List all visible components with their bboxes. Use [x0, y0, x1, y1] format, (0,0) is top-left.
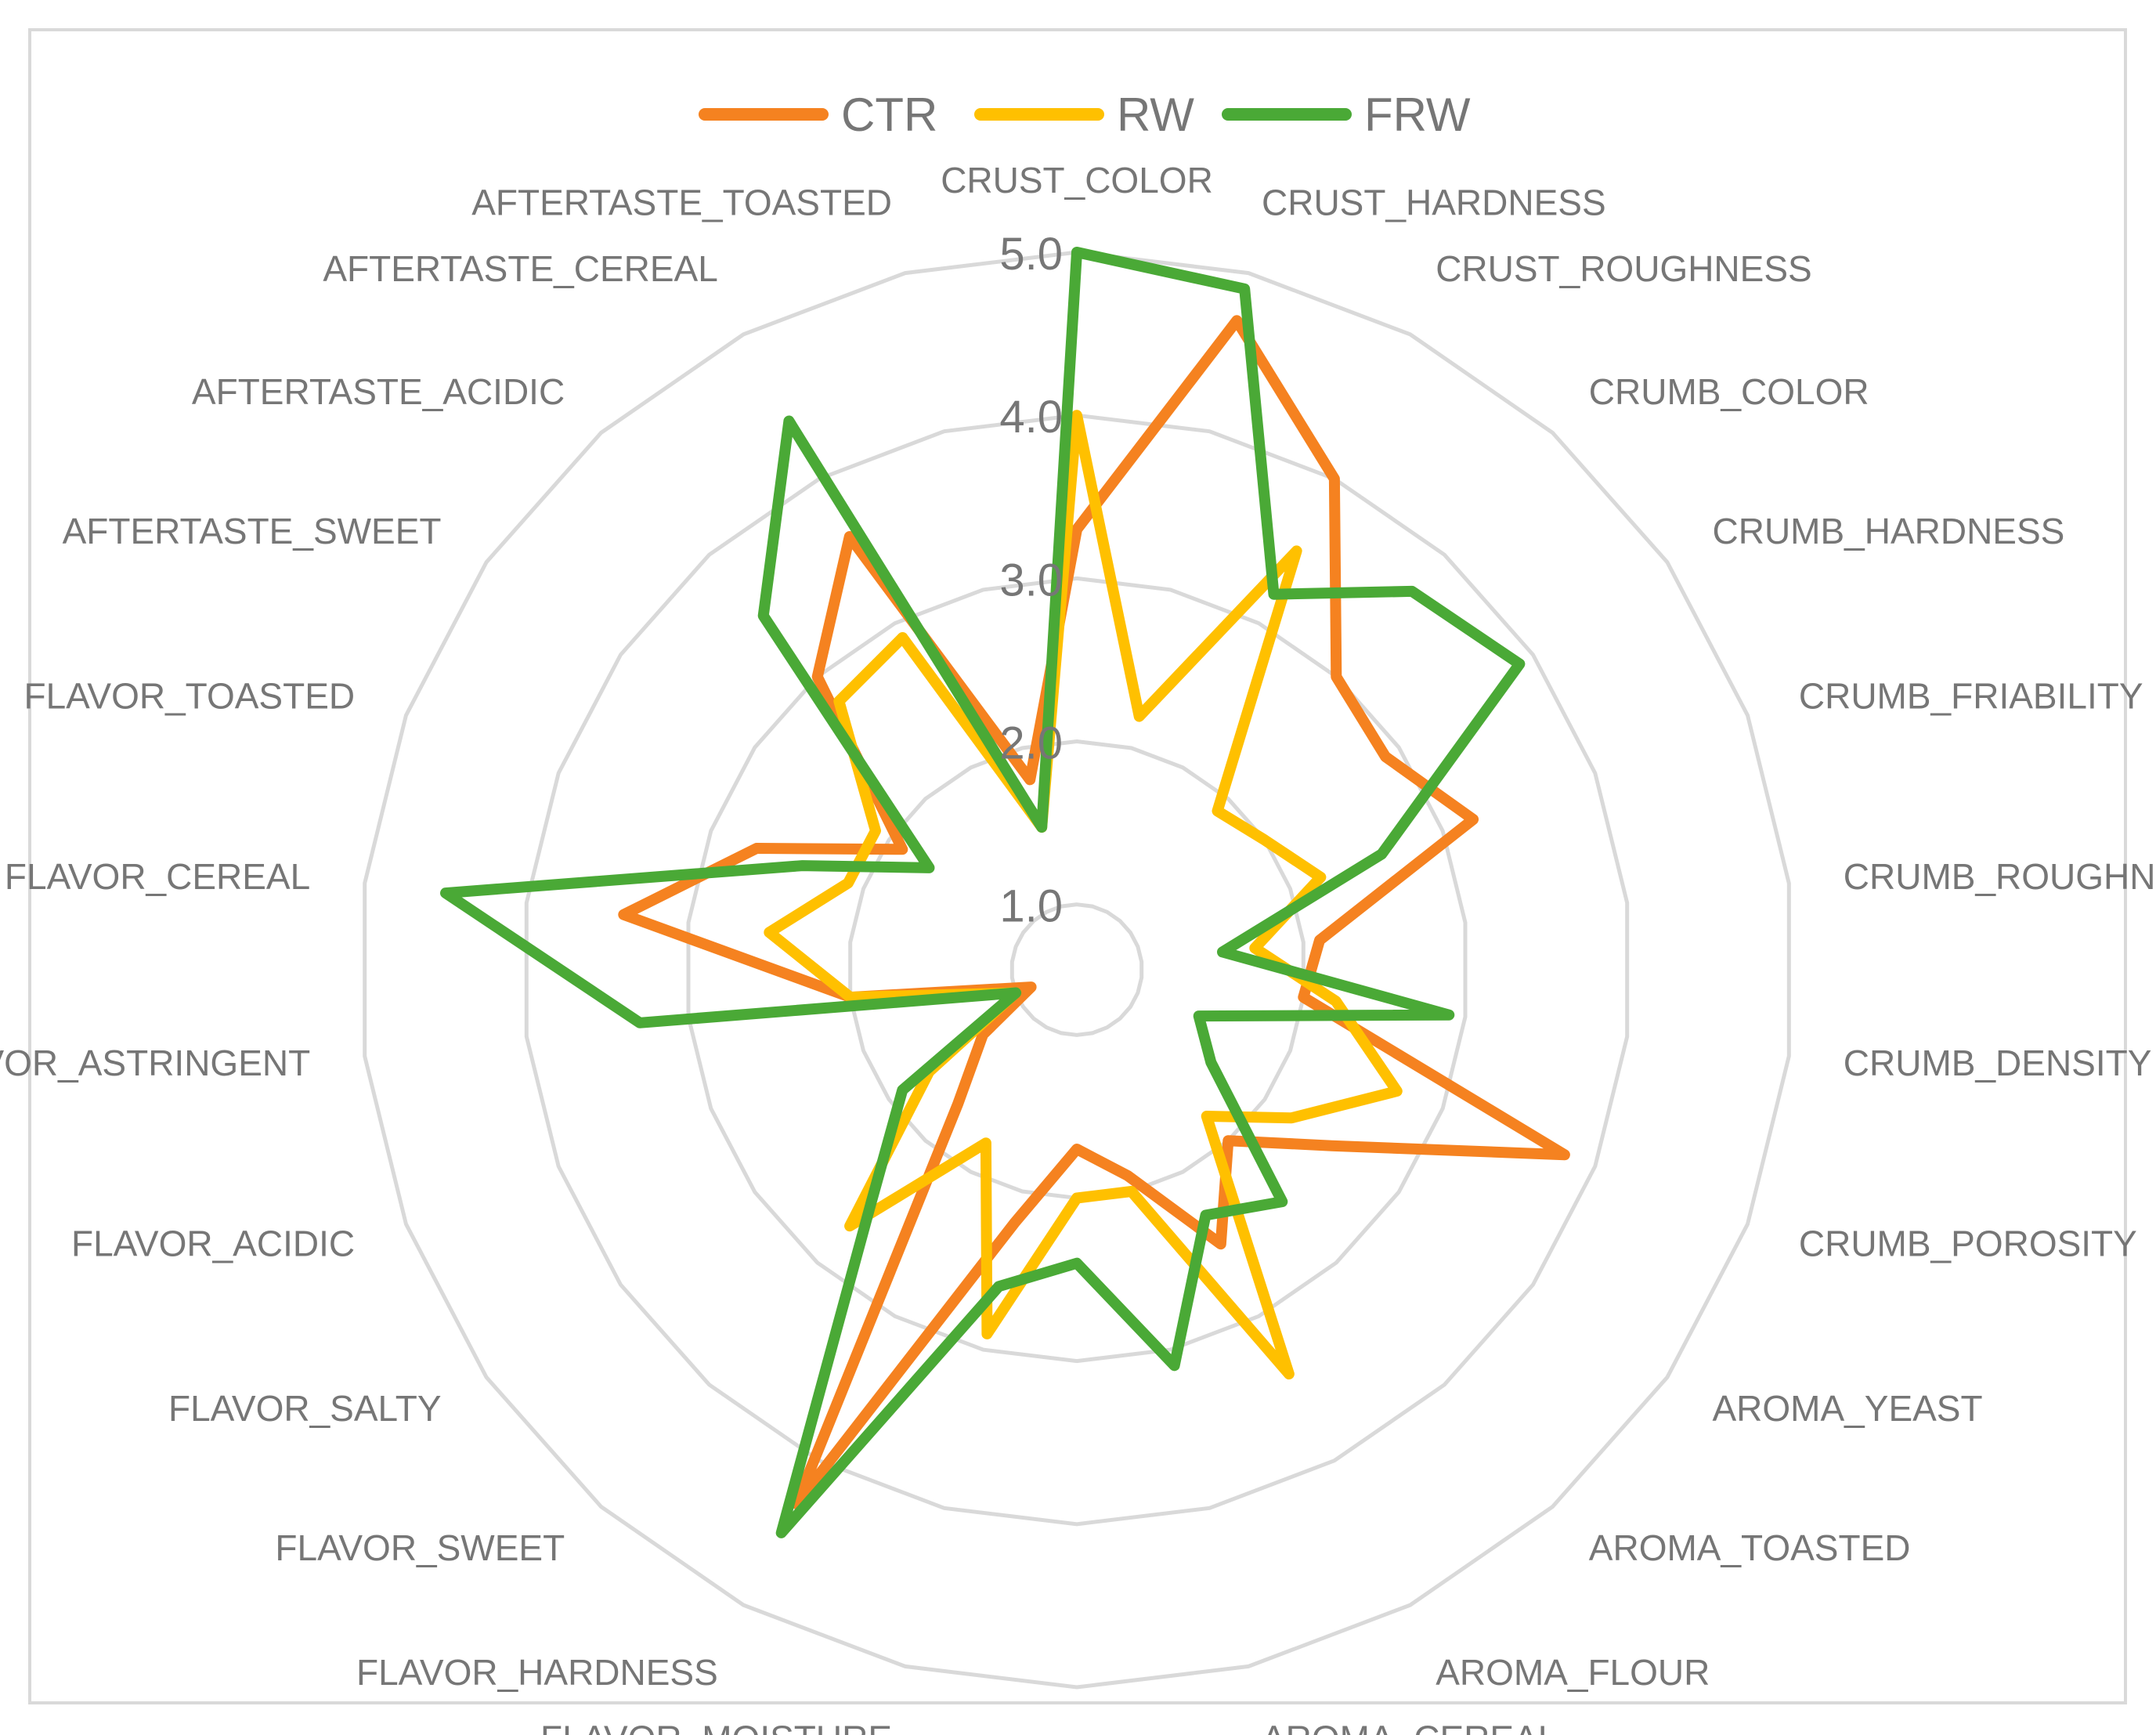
tick-label-2: 2.0 [999, 718, 1063, 769]
category-label-aroma-toasted: AROMA_TOASTED [1589, 1527, 1911, 1568]
tick-label-3: 3.0 [999, 555, 1063, 605]
grid-ring-2 [848, 739, 1306, 1201]
category-label-flavor-toasted: FLAVOR_TOASTED [23, 675, 355, 716]
category-label-crust-color: CRUST_COLOR [941, 160, 1213, 201]
legend-label-ctr: CTR [841, 89, 937, 141]
series-group [440, 247, 1570, 1538]
category-label-flavor-hardness: FLAVOR_HARDNESS [356, 1652, 718, 1693]
category-label-flavor-moisture: FLAVOR_MOISTURE [540, 1718, 892, 1735]
legend: CTR RW FRW [699, 89, 1471, 141]
category-label-aroma-yeast: AROMA_YEAST [1713, 1388, 1983, 1429]
category-label-flavor-cereal: FLAVOR_CEREAL [5, 856, 310, 897]
grid-ring-1 [1009, 902, 1144, 1037]
grid-ring-4 [524, 413, 1630, 1527]
radial-tick-labels: 1.0 2.0 3.0 4.0 5.0 [999, 229, 1063, 932]
series-rw-line [764, 410, 1403, 1380]
tick-label-4: 4.0 [999, 392, 1063, 443]
category-label-aroma-cereal: AROMA_CEREAL [1262, 1718, 1558, 1735]
category-label-flavor-sweet: FLAVOR_SWEET [275, 1527, 565, 1568]
legend-label-frw: FRW [1364, 89, 1471, 141]
category-label-crust-hardness: CRUST_HARDNESS [1262, 183, 1606, 223]
category-label-aroma-flour: AROMA_FLOUR [1436, 1652, 1710, 1693]
category-label-crumb-color: CRUMB_COLOR [1589, 371, 1869, 412]
tick-label-1: 1.0 [999, 881, 1063, 932]
category-label-crumb-friability: CRUMB_FRIABILITY [1799, 675, 2143, 716]
category-label-flavor-astringent: FLAVOR_ASTRINGENT [0, 1043, 310, 1083]
category-labels: CRUST_COLOR CRUST_HARDNESS CRUST_ROUGHNESS… [0, 160, 2156, 1735]
category-label-crumb-porosity: CRUMB_POROSITY [1799, 1224, 2137, 1264]
category-label-aftertaste-toasted: AFTERTASTE_TOASTED [471, 183, 892, 223]
legend-label-rw: RW [1117, 89, 1194, 141]
category-label-aftertaste-cereal: AFTERTASTE_CEREAL [323, 248, 717, 289]
category-label-aftertaste-sweet: AFTERTASTE_SWEET [63, 511, 442, 551]
category-label-flavor-acidic: FLAVOR_ACIDIC [71, 1224, 355, 1264]
category-label-crumb-roughness: CRUMB_ROUGHNESS [1844, 856, 2156, 897]
category-label-crust-roughness: CRUST_ROUGHNESS [1436, 248, 1812, 289]
series-frw-line [440, 247, 1526, 1538]
grid-ring-5 [363, 250, 1791, 1690]
tick-label-5: 5.0 [999, 229, 1063, 280]
category-label-crumb-hardness: CRUMB_HARDNESS [1713, 511, 2065, 551]
category-label-flavor-salty: FLAVOR_SALTY [168, 1388, 442, 1429]
category-label-crumb-density: CRUMB_DENSITY [1844, 1043, 2152, 1083]
category-label-aftertaste-acidic: AFTERTASTE_ACIDIC [192, 371, 565, 412]
series-ctr-line [618, 315, 1570, 1509]
